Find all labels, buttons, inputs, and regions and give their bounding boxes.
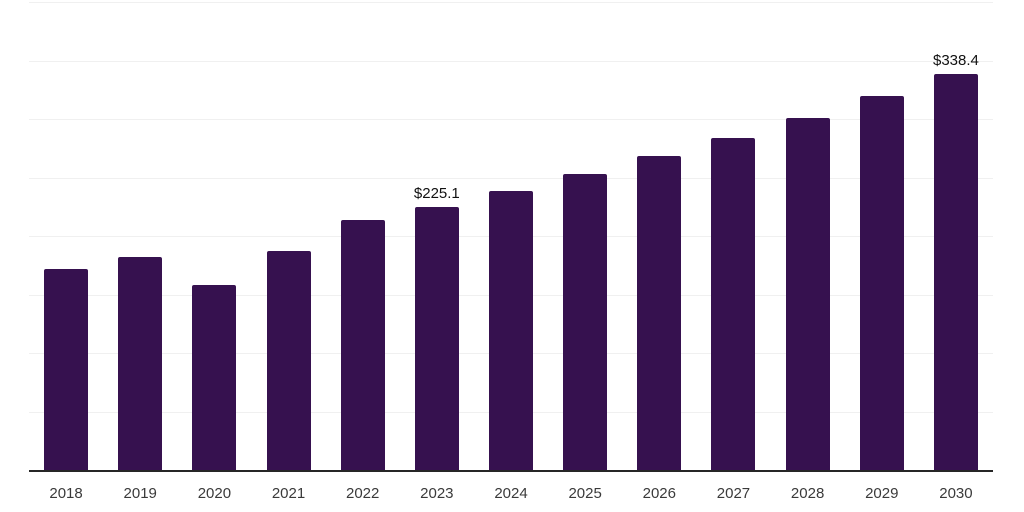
bar-2020: [192, 285, 237, 470]
x-axis-line: [29, 470, 993, 472]
x-tick-label-2025: 2025: [568, 485, 602, 502]
gridline-300: [29, 119, 993, 120]
bar-value-label-2023: $225.1: [413, 184, 460, 202]
x-tick-label-2020: 2020: [197, 485, 232, 502]
x-tick-label-2018: 2018: [49, 485, 83, 502]
bar-2030: [933, 74, 978, 470]
x-tick-label-2026: 2026: [642, 485, 676, 502]
gridline-250: [29, 177, 993, 179]
x-tick-label-2019: 2019: [123, 485, 157, 502]
x-tick-label-2028: 2028: [790, 485, 825, 502]
x-tick-label-2023: 2023: [420, 485, 454, 502]
bar-2026: [637, 156, 682, 470]
x-tick-label-2029: 2029: [865, 485, 899, 502]
bar-value-label-2030: $338.4: [932, 52, 979, 70]
bar-2021: [266, 250, 311, 470]
bar-2018: [44, 268, 89, 470]
bar-2027: [711, 137, 756, 470]
bar-2023: [414, 206, 459, 470]
gridline-350: [29, 60, 993, 62]
x-tick-label-2021: 2021: [271, 485, 306, 502]
bar-2029: [859, 96, 904, 470]
gridline-400: [29, 2, 993, 3]
plot-area: $225.1 $338.4: [29, 2, 993, 470]
bar-2019: [118, 256, 163, 470]
bar-2025: [563, 174, 608, 470]
bar-2028: [785, 117, 830, 470]
x-tick-label-2030: 2030: [939, 485, 973, 502]
x-tick-label-2024: 2024: [494, 485, 528, 502]
bar-2022: [340, 219, 385, 470]
x-tick-label-2022: 2022: [346, 485, 380, 502]
bar-2024: [489, 190, 533, 470]
x-tick-label-2027: 2027: [716, 485, 751, 502]
